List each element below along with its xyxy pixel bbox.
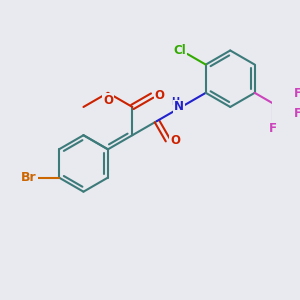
Text: O: O: [103, 94, 113, 107]
Text: F: F: [269, 122, 277, 135]
Text: O: O: [170, 134, 180, 147]
Text: F: F: [294, 87, 300, 101]
Text: N: N: [174, 100, 184, 113]
Text: Cl: Cl: [173, 44, 186, 57]
Text: Br: Br: [21, 171, 37, 184]
Text: F: F: [294, 107, 300, 120]
Text: H: H: [171, 97, 179, 107]
Text: O: O: [155, 89, 165, 102]
